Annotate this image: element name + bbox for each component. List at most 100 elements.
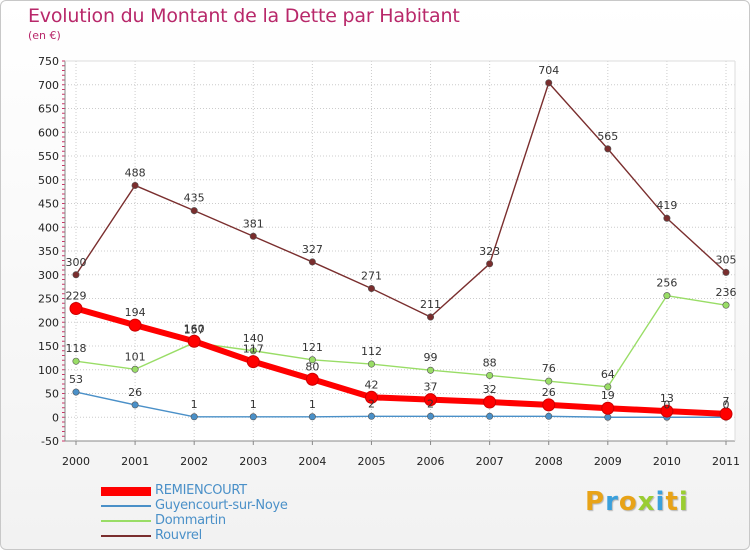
y-tick-label: 350 <box>38 245 59 258</box>
x-tick-label: 2009 <box>594 455 622 468</box>
series-line-guyencourt-sur-noye <box>75 391 727 418</box>
data-label: 0 <box>663 398 670 411</box>
data-point <box>663 292 671 300</box>
data-label: 2 <box>368 397 375 410</box>
data-label: 1 <box>191 398 198 411</box>
data-label: 2 <box>427 397 434 410</box>
chart-title: Evolution du Montant de la Dette par Hab… <box>28 5 460 27</box>
data-label: 381 <box>243 217 264 230</box>
data-point <box>305 372 319 386</box>
y-tick-label: 700 <box>38 79 59 92</box>
data-label: 160 <box>184 322 205 335</box>
data-label: 305 <box>716 253 737 266</box>
data-label: 194 <box>125 306 146 319</box>
data-label: 419 <box>656 199 677 212</box>
legend-swatch <box>101 535 151 537</box>
legend-label: REMIENCOURT <box>155 483 247 498</box>
y-tick-label: 0 <box>52 411 59 424</box>
data-point <box>427 366 435 374</box>
data-point <box>128 318 142 332</box>
legend-swatch <box>101 486 151 496</box>
data-point <box>367 285 375 293</box>
data-point <box>424 393 438 407</box>
y-tick-label: 100 <box>38 364 59 377</box>
data-label: 1 <box>309 398 316 411</box>
data-label: 0 <box>723 398 730 411</box>
data-label: 704 <box>538 64 559 77</box>
data-point <box>249 413 257 421</box>
data-point <box>486 412 494 420</box>
data-label: 64 <box>601 368 615 381</box>
data-point <box>249 232 257 240</box>
data-label: 32 <box>483 383 497 396</box>
data-point <box>604 383 612 391</box>
data-point <box>190 413 198 421</box>
data-label: 117 <box>243 343 264 356</box>
y-tick-label: 150 <box>38 340 59 353</box>
y-tick-label: 650 <box>38 103 59 116</box>
proxiti-logo: Proxiti <box>585 487 689 517</box>
series-line-remiencourt <box>73 305 729 417</box>
data-label: 26 <box>128 386 142 399</box>
data-label: 323 <box>479 245 500 258</box>
data-point <box>72 357 80 365</box>
x-tick-label: 2004 <box>298 455 326 468</box>
data-point <box>604 145 612 153</box>
data-label: 42 <box>364 378 378 391</box>
legend-label: Dommartin <box>155 513 226 528</box>
data-label: 1 <box>250 398 257 411</box>
data-point <box>190 207 198 215</box>
data-label: 76 <box>542 362 556 375</box>
data-point <box>308 258 316 266</box>
data-label: 271 <box>361 270 382 283</box>
data-point <box>308 413 316 421</box>
data-label: 435 <box>184 192 205 205</box>
y-tick-label: 500 <box>38 174 59 187</box>
series-line-rouvrel <box>75 82 727 318</box>
y-tick-label: 450 <box>38 198 59 211</box>
data-point <box>131 401 139 409</box>
data-label: 140 <box>243 332 264 345</box>
legend-swatch <box>101 505 151 507</box>
data-point <box>601 401 615 415</box>
data-point <box>545 377 553 385</box>
data-point <box>72 388 80 396</box>
data-point <box>427 313 435 321</box>
data-point <box>72 271 80 279</box>
x-tick-label: 2011 <box>712 455 740 468</box>
data-point <box>722 268 730 276</box>
data-point <box>308 356 316 364</box>
data-point <box>486 260 494 268</box>
legend-swatch <box>101 520 151 522</box>
data-label: 211 <box>420 298 441 311</box>
data-label: 121 <box>302 341 323 354</box>
x-tick-label: 2001 <box>121 455 149 468</box>
y-tick-label: 750 <box>38 55 59 68</box>
series-line-dommartin <box>75 294 727 388</box>
data-label: 327 <box>302 243 323 256</box>
data-label: 565 <box>597 130 618 143</box>
y-tick-label: -50 <box>41 435 59 448</box>
data-label: 26 <box>542 386 556 399</box>
data-point <box>486 371 494 379</box>
data-label: 37 <box>424 381 438 394</box>
data-label: 157 <box>184 324 205 337</box>
plot-background <box>65 61 735 441</box>
data-label: 229 <box>66 289 87 302</box>
data-point <box>719 407 733 421</box>
data-label: 13 <box>660 392 674 405</box>
x-tick-label: 2010 <box>653 455 681 468</box>
data-label: 53 <box>69 373 83 386</box>
data-point <box>131 181 139 189</box>
data-label: 256 <box>656 277 677 290</box>
data-label: 300 <box>66 256 87 269</box>
data-label: 112 <box>361 345 382 358</box>
y-tick-label: 250 <box>38 293 59 306</box>
data-label: 99 <box>424 351 438 364</box>
x-tick-label: 2005 <box>357 455 385 468</box>
legend-label: Guyencourt-sur-Noye <box>155 498 288 513</box>
data-point <box>367 360 375 368</box>
data-point <box>364 390 378 404</box>
data-point <box>545 79 553 87</box>
